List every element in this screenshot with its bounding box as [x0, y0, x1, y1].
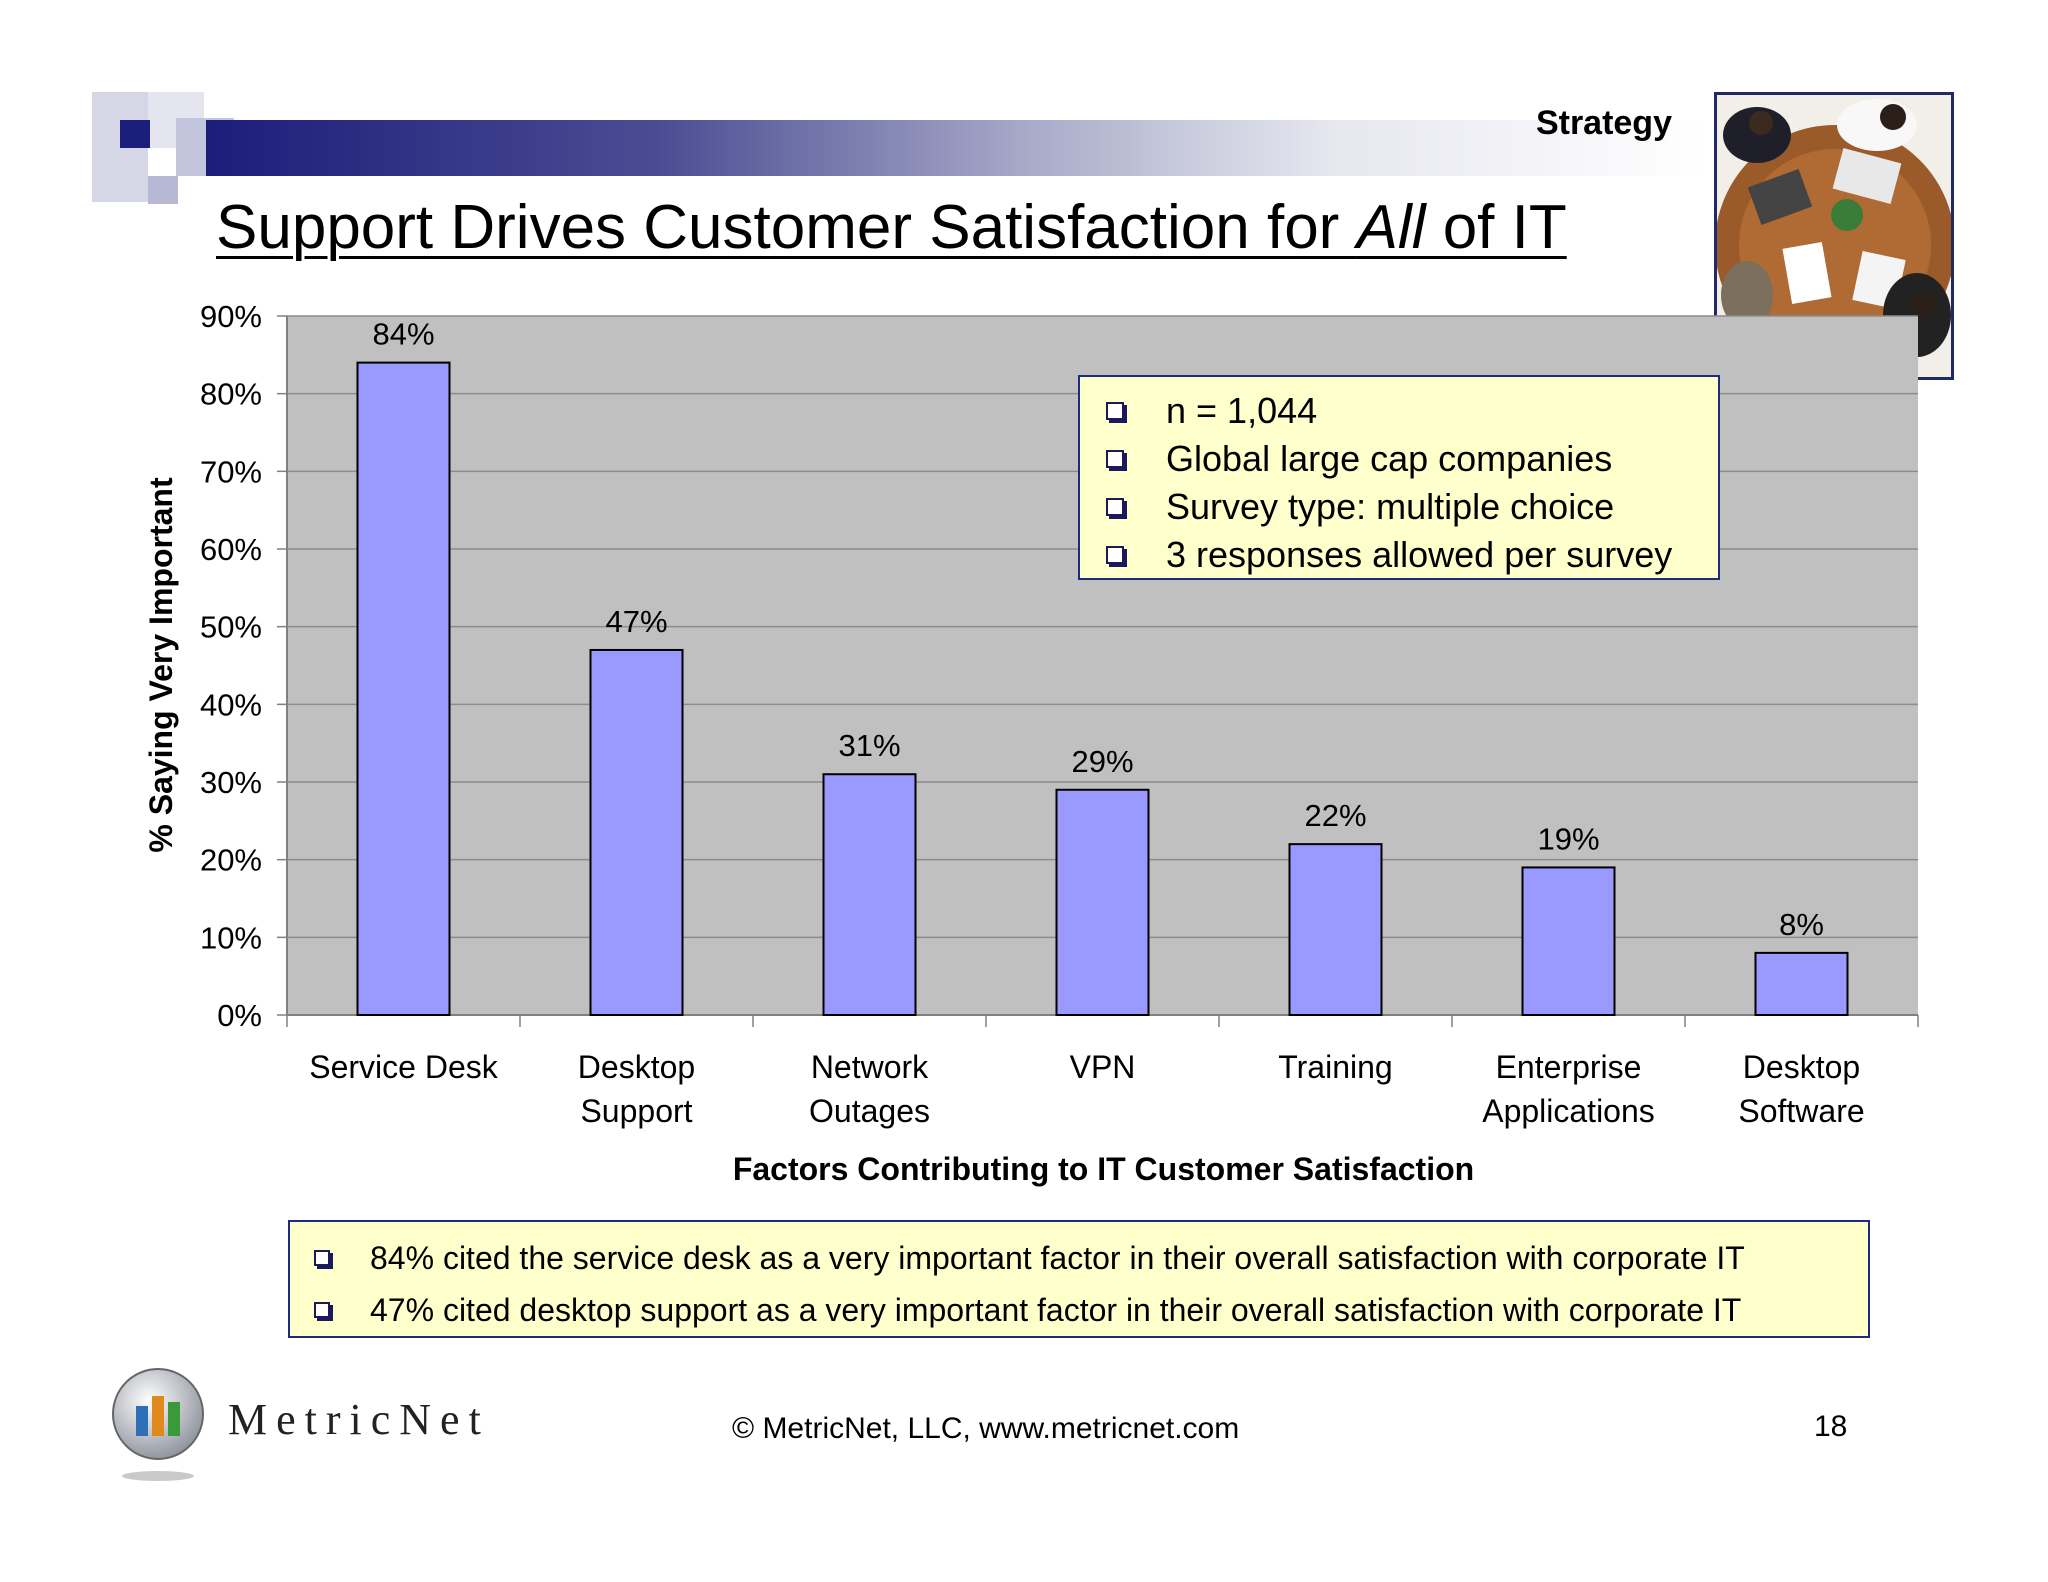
x-tick-label: Outages	[809, 1093, 930, 1129]
survey-note-text: Survey type: multiple choice	[1166, 486, 1615, 527]
survey-note: Survey type: multiple choice	[1080, 483, 1718, 531]
x-tick-label: Enterprise	[1496, 1049, 1642, 1085]
data-label: 47%	[605, 604, 667, 639]
finding-item: 84% cited the service desk as a very imp…	[290, 1232, 1868, 1284]
y-tick-label: 80%	[200, 377, 262, 412]
bar	[1288, 843, 1383, 1017]
data-label: 19%	[1537, 821, 1599, 856]
decorative-square	[120, 120, 150, 148]
x-tick-label: Support	[580, 1093, 692, 1129]
bar	[1754, 951, 1849, 1016]
slide-title: Support Drives Customer Satisfaction for…	[216, 192, 1567, 263]
data-label: 84%	[372, 317, 434, 352]
findings-callout: 84% cited the service desk as a very imp…	[288, 1220, 1870, 1338]
bar	[1521, 866, 1616, 1017]
y-tick-label: 50%	[200, 610, 262, 645]
header-gradient-bar	[206, 120, 1706, 176]
data-label: 22%	[1304, 798, 1366, 833]
metricnet-bars-logo-icon	[112, 1368, 204, 1481]
y-tick-label: 10%	[200, 920, 262, 955]
x-tick-label: Desktop	[578, 1049, 695, 1085]
square-bullet-icon	[314, 1302, 330, 1318]
x-tick-label: Software	[1738, 1093, 1864, 1129]
y-axis-title: % Saying Very Important	[143, 477, 179, 853]
y-tick-label: 90%	[200, 299, 262, 334]
survey-note-text: n = 1,044	[1166, 390, 1318, 431]
y-tick-label: 30%	[200, 765, 262, 800]
survey-note-text: Global large cap companies	[1166, 438, 1613, 479]
bar	[1055, 788, 1150, 1016]
x-tick-label: Service Desk	[309, 1049, 499, 1085]
x-axis-title: Factors Contributing to IT Customer Sati…	[733, 1151, 1474, 1187]
survey-note: n = 1,044	[1080, 387, 1718, 435]
finding-item: 47% cited desktop support as a very impo…	[290, 1284, 1868, 1336]
survey-note-text: 3 responses allowed per survey	[1166, 534, 1673, 575]
survey-notes-callout: n = 1,044 Global large cap companies Sur…	[1078, 375, 1720, 580]
x-tick-label: VPN	[1070, 1049, 1136, 1085]
finding-text: 47% cited desktop support as a very impo…	[370, 1291, 1742, 1328]
title-prefix: Support Drives Customer Satisfaction for	[216, 193, 1357, 262]
y-tick-label: 0%	[217, 998, 262, 1033]
section-label: Strategy	[1535, 104, 1672, 142]
square-bullet-icon	[314, 1250, 330, 1266]
y-tick-label: 70%	[200, 454, 262, 489]
square-bullet-icon	[1106, 498, 1124, 516]
finding-text: 84% cited the service desk as a very imp…	[370, 1239, 1745, 1276]
bar	[822, 773, 917, 1016]
square-bullet-icon	[1106, 402, 1124, 420]
square-bullet-icon	[1106, 450, 1124, 468]
title-emphasis: All	[1356, 193, 1426, 262]
survey-note: 3 responses allowed per survey	[1080, 531, 1718, 579]
brand-name: MetricNet	[228, 1395, 490, 1444]
y-tick-label: 60%	[200, 532, 262, 567]
copyright-text: © MetricNet, LLC, www.metricnet.com	[732, 1412, 1240, 1445]
y-tick-label: 20%	[200, 843, 262, 878]
bar	[356, 361, 451, 1017]
data-label: 29%	[1071, 744, 1133, 779]
square-bullet-icon	[1106, 546, 1124, 564]
x-tick-label: Network	[811, 1049, 929, 1085]
bar	[589, 648, 684, 1016]
data-label: 8%	[1779, 907, 1824, 942]
survey-note: Global large cap companies	[1080, 435, 1718, 483]
x-tick-label: Applications	[1482, 1093, 1655, 1129]
page-number: 18	[1814, 1410, 1848, 1443]
data-label: 31%	[838, 728, 900, 763]
title-suffix: of IT	[1425, 193, 1567, 262]
x-tick-label: Desktop	[1743, 1049, 1860, 1085]
y-tick-label: 40%	[200, 687, 262, 722]
decorative-square	[148, 176, 178, 204]
x-tick-label: Training	[1278, 1049, 1392, 1085]
